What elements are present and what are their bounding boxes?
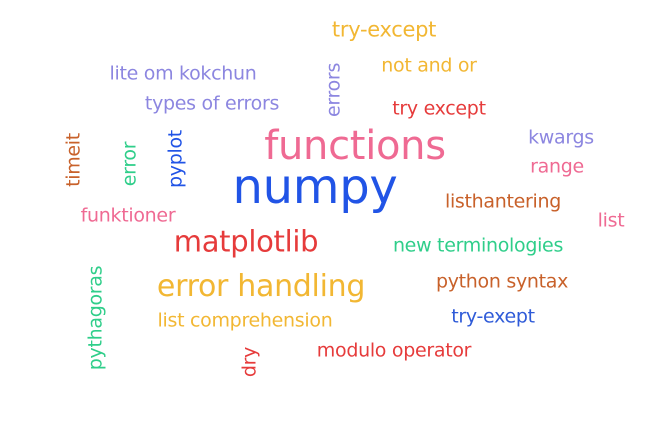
cloud-word: try except — [392, 97, 486, 120]
cloud-word: error — [118, 141, 141, 187]
cloud-word: new terminologies — [392, 234, 564, 257]
cloud-word: list — [597, 209, 625, 232]
cloud-word: lite om kokchun — [109, 62, 257, 85]
cloud-word: range — [530, 155, 584, 178]
cloud-word: list comprehension — [157, 309, 333, 332]
cloud-word: not and or — [381, 54, 477, 77]
cloud-word: listhantering — [444, 190, 562, 213]
cloud-word: functions — [264, 123, 446, 169]
cloud-word: timeit — [62, 133, 85, 187]
cloud-word: pythagoras — [84, 265, 107, 371]
cloud-word: try-except — [331, 17, 437, 42]
cloud-word: try-exept — [451, 305, 535, 328]
cloud-word: modulo operator — [316, 339, 472, 362]
cloud-word: kwargs — [528, 126, 594, 149]
cloud-word: types of errors — [144, 92, 280, 115]
cloud-word: pyplot — [164, 130, 187, 188]
cloud-word: matplotlib — [173, 224, 319, 259]
cloud-word: error handling — [156, 269, 366, 304]
cloud-word: funktioner — [80, 204, 176, 227]
cloud-word: dry — [238, 346, 261, 378]
cloud-word: numpy — [232, 159, 398, 215]
cloud-word: errors — [322, 62, 345, 118]
cloud-word: python syntax — [435, 270, 569, 293]
